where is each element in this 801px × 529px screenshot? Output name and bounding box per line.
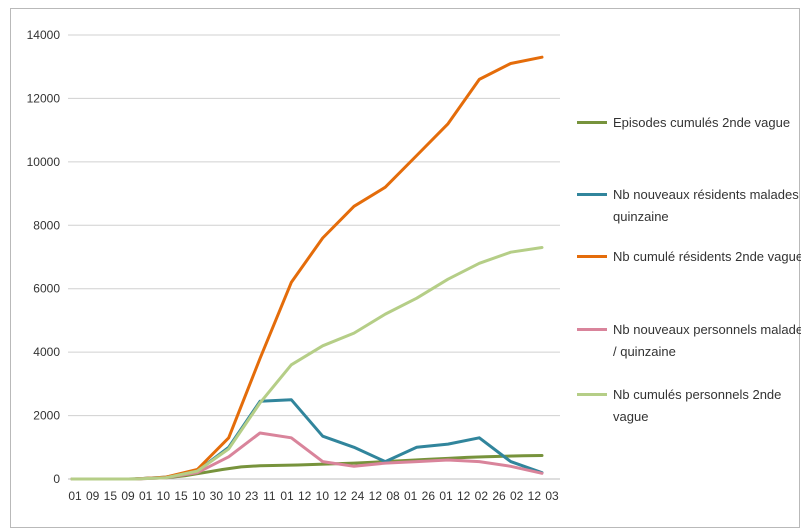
y-tick-label: 2000 [33, 409, 60, 423]
x-tick-label: 12 [298, 489, 312, 503]
legend-item-episodes-cumules: Episodes cumulés 2nde vague [577, 112, 801, 134]
x-tick-label: 01 [404, 489, 418, 503]
legend-item-cumules-personnels: Nb cumulés personnels 2nde vague [577, 384, 801, 428]
x-tick-label: 12 [333, 489, 347, 503]
x-tick-label: 26 [422, 489, 436, 503]
x-tick-label: 01 [139, 489, 153, 503]
legend-item-nouveaux-personnels: Nb nouveaux personnels malades / quinzai… [577, 319, 801, 363]
x-tick-label: 10 [192, 489, 206, 503]
x-tick-label: 11 [263, 489, 276, 503]
legend-swatch [577, 393, 607, 396]
x-tick-label: 10 [227, 489, 241, 503]
legend-swatch [577, 328, 607, 331]
x-tick-label: 23 [245, 489, 259, 503]
x-tick-label: 15 [104, 489, 118, 503]
series-line-0 [72, 456, 542, 480]
x-tick-label: 10 [157, 489, 171, 503]
y-tick-label: 8000 [33, 218, 60, 232]
x-tick-label: 12 [457, 489, 471, 503]
x-tick-label: 15 [174, 489, 188, 503]
legend-label: Nb cumulés personnels 2nde vague [613, 384, 801, 428]
legend-label: Nb nouveaux personnels malades / quinzai… [613, 319, 801, 363]
x-tick-label: 01 [68, 489, 82, 503]
legend: Episodes cumulés 2nde vague Nb nouveaux … [577, 0, 801, 529]
x-tick-label: 12 [528, 489, 542, 503]
x-tick-label: 02 [475, 489, 489, 503]
x-tick-label: 10 [316, 489, 330, 503]
y-axis: 0 2000 4000 6000 8000 10000 12000 14000 [27, 28, 61, 486]
y-tick-label: 6000 [33, 282, 60, 296]
legend-label: Nb cumulé résidents 2nde vague [613, 246, 801, 268]
legend-label: Nb nouveaux résidents malades / quinzain… [613, 184, 801, 228]
y-tick-label: 10000 [27, 155, 61, 169]
x-tick-label: 09 [121, 489, 135, 503]
y-tick-label: 14000 [27, 28, 61, 42]
x-tick-label: 01 [280, 489, 294, 503]
x-tick-label: 03 [545, 489, 559, 503]
legend-swatch [577, 193, 607, 196]
legend-label: Episodes cumulés 2nde vague [613, 112, 801, 134]
legend-item-cumule-residents: Nb cumulé résidents 2nde vague [577, 246, 801, 268]
x-tick-label: 01 [439, 489, 453, 503]
x-axis: 01 09 15 09 01 10 15 10 30 10 23 11 01 12 10 12 24 12 08 01… [68, 479, 560, 503]
y-tick-label: 12000 [27, 91, 61, 105]
y-tick-label: 4000 [33, 345, 60, 359]
x-tick-label: 09 [86, 489, 100, 503]
y-tick-label: 0 [53, 472, 60, 486]
grid-lines [68, 35, 560, 479]
legend-swatch [577, 255, 607, 258]
series-line-1 [72, 400, 542, 479]
series-line-4 [72, 248, 542, 480]
x-tick-label: 12 [369, 489, 383, 503]
x-tick-label: 24 [351, 489, 365, 503]
x-tick-label: 02 [510, 489, 524, 503]
x-tick-label: 08 [386, 489, 400, 503]
x-tick-label: 26 [492, 489, 506, 503]
x-tick-label: 30 [210, 489, 224, 503]
legend-swatch [577, 121, 607, 124]
legend-item-nouveaux-residents: Nb nouveaux résidents malades / quinzain… [577, 184, 801, 228]
